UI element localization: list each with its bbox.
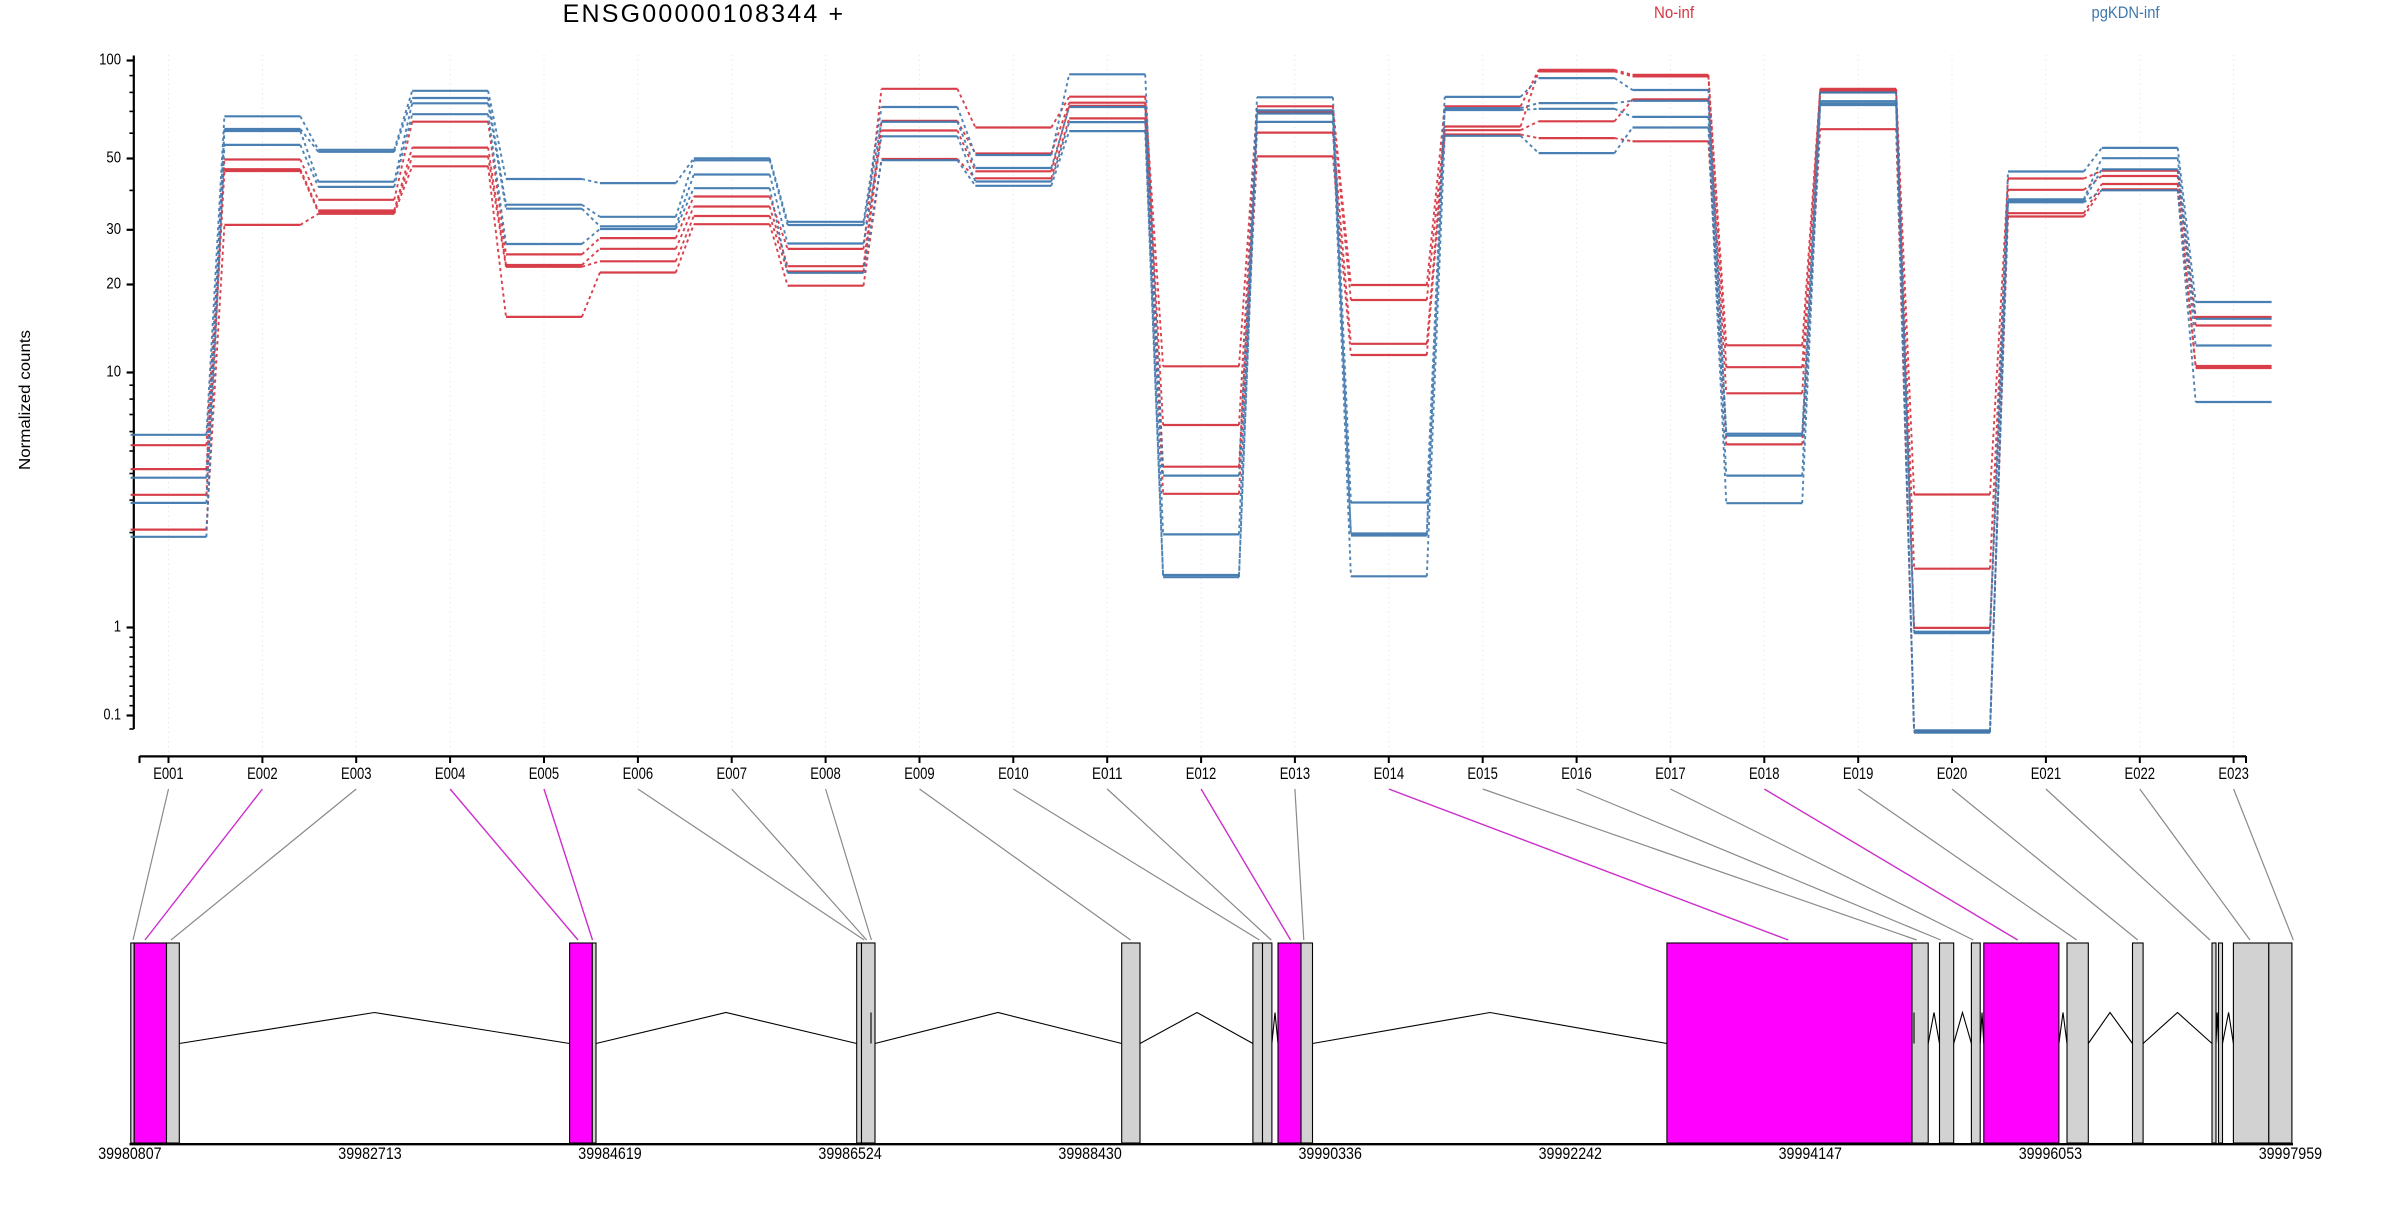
svg-text:39980807: 39980807: [98, 1145, 161, 1163]
svg-text:E018: E018: [1749, 764, 1780, 783]
svg-text:pgKDN-inf: pgKDN-inf: [2092, 4, 2160, 22]
svg-text:E012: E012: [1186, 764, 1217, 783]
svg-text:1: 1: [114, 619, 121, 636]
svg-text:39990336: 39990336: [1299, 1145, 1362, 1163]
svg-text:E001: E001: [153, 764, 184, 783]
svg-text:E016: E016: [1561, 764, 1592, 783]
svg-text:39992242: 39992242: [1539, 1145, 1602, 1163]
svg-text:E009: E009: [904, 764, 935, 783]
svg-text:E022: E022: [2125, 764, 2156, 783]
svg-text:E021: E021: [2031, 764, 2062, 783]
svg-text:E003: E003: [341, 764, 372, 783]
svg-text:E017: E017: [1655, 764, 1686, 783]
svg-text:E007: E007: [717, 764, 748, 783]
svg-text:E020: E020: [1937, 764, 1968, 783]
svg-text:30: 30: [106, 221, 121, 238]
svg-text:39986524: 39986524: [818, 1145, 881, 1163]
svg-text:39996053: 39996053: [2019, 1145, 2082, 1163]
svg-text:E008: E008: [810, 764, 841, 783]
svg-text:E004: E004: [435, 764, 466, 783]
svg-text:39982713: 39982713: [338, 1145, 401, 1163]
svg-text:E015: E015: [1467, 764, 1498, 783]
svg-text:No-inf: No-inf: [1654, 4, 1694, 22]
svg-text:E014: E014: [1374, 764, 1405, 783]
svg-text:E019: E019: [1843, 764, 1874, 783]
svg-text:39984619: 39984619: [578, 1145, 641, 1163]
svg-text:39997959: 39997959: [2259, 1145, 2322, 1163]
svg-text:E006: E006: [623, 764, 654, 783]
svg-text:10: 10: [106, 364, 121, 381]
svg-text:E010: E010: [998, 764, 1029, 783]
svg-text:100: 100: [99, 52, 121, 69]
svg-text:0.1: 0.1: [104, 707, 122, 724]
svg-text:50: 50: [106, 150, 121, 167]
svg-text:Normalized counts: Normalized counts: [17, 330, 34, 470]
svg-text:E023: E023: [2218, 764, 2249, 783]
svg-text:20: 20: [106, 276, 121, 293]
svg-text:E002: E002: [247, 764, 278, 783]
svg-text:E013: E013: [1280, 764, 1311, 783]
svg-text:E005: E005: [529, 764, 560, 783]
svg-text:ENSG00000108344 +: ENSG00000108344 +: [563, 0, 846, 28]
svg-text:39988430: 39988430: [1058, 1145, 1121, 1163]
svg-text:E011: E011: [1092, 764, 1123, 783]
svg-text:39994147: 39994147: [1779, 1145, 1842, 1163]
